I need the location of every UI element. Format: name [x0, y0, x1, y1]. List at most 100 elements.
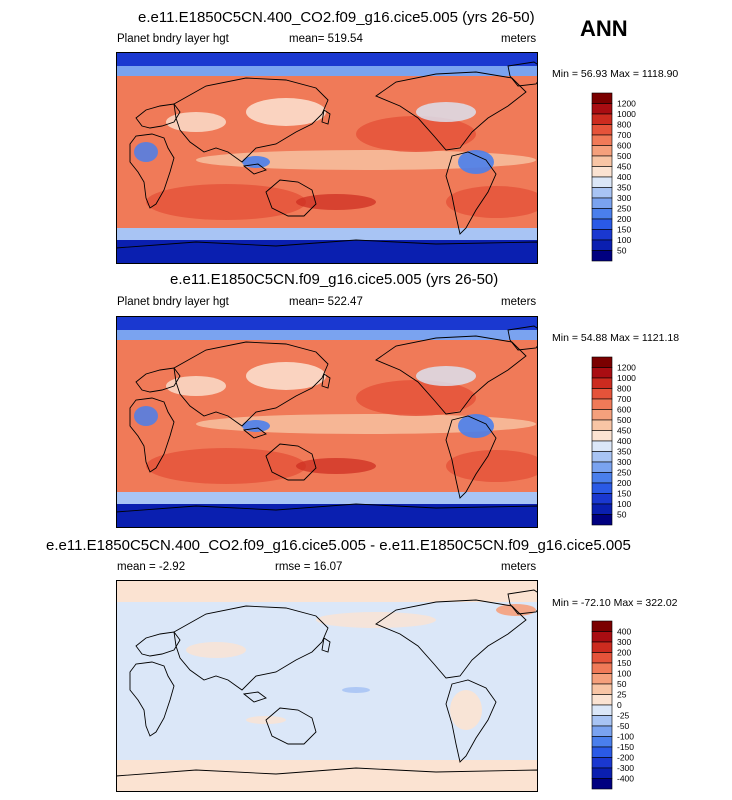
field-contour: [116, 316, 538, 330]
field-contour: [416, 102, 476, 122]
colorbar-tick-label: -150: [617, 742, 634, 752]
colorbar-swatch: [591, 176, 613, 188]
coastline: [445, 151, 497, 235]
field-contour: [116, 492, 538, 506]
coastline: [507, 589, 538, 615]
coastline: [135, 103, 181, 129]
colorbar-tick-label: 50: [617, 679, 627, 689]
coastline: [242, 163, 267, 175]
season-label: ANN: [580, 16, 628, 41]
colorbar-swatch: [591, 218, 613, 230]
colorbar-tick-label: 300: [617, 193, 631, 203]
coastline: [265, 179, 317, 217]
colorbar-tick-label: 100: [617, 669, 631, 679]
colorbar-swatch: [591, 673, 613, 685]
colorbar-tick-label: 200: [617, 214, 631, 224]
field-contour: [134, 406, 158, 426]
map-background: [116, 580, 538, 792]
panel2-units-label: meters: [501, 296, 537, 308]
coastline: [242, 427, 267, 439]
colorbar-tick-label: 50: [617, 246, 627, 256]
field-contour: [296, 194, 376, 210]
colorbar-tick-label: -25: [617, 711, 630, 721]
field-contour: [116, 240, 538, 264]
colorbar-swatch: [591, 440, 613, 452]
colorbar-tick-label: 400: [617, 627, 631, 637]
colorbar-tick-label: 700: [617, 394, 631, 404]
field-contour: [342, 687, 370, 693]
coastline: [116, 239, 538, 264]
colorbar-swatch: [591, 778, 613, 790]
field-contour: [116, 760, 538, 792]
field-contour: [196, 414, 536, 434]
field-contour: [356, 380, 476, 416]
colorbar-swatch: [591, 388, 613, 400]
field-contour: [166, 112, 226, 132]
field-contour: [166, 376, 226, 396]
colorbar-swatch: [591, 229, 613, 241]
colorbar-tick-label: 600: [617, 405, 631, 415]
colorbar-swatch: [591, 652, 613, 664]
coastline: [129, 133, 175, 209]
colorbar-tick-label: 250: [617, 468, 631, 478]
coastline: [135, 367, 181, 393]
colorbar-swatch: [591, 197, 613, 209]
colorbar-swatch: [591, 377, 613, 389]
colorbar-swatch: [591, 704, 613, 716]
colorbar-tick-label: -400: [617, 774, 634, 784]
field-contour: [296, 458, 376, 474]
coastline: [507, 325, 538, 351]
panel3-units-label: meters: [501, 561, 537, 573]
panel3-colorbar: 40030020015010050250-25-50-100-150-200-3…: [591, 620, 634, 790]
colorbar-tick-label: 200: [617, 648, 631, 658]
colorbar-tick-label: 1200: [617, 99, 636, 109]
colorbar-swatch: [591, 641, 613, 653]
colorbar-tick-label: 400: [617, 436, 631, 446]
colorbar-tick-label: 500: [617, 415, 631, 425]
colorbar-swatch: [591, 398, 613, 410]
coastline: [265, 443, 317, 481]
field-contour: [116, 580, 538, 602]
field-contour: [146, 448, 306, 484]
panel2-minmax: Min = 54.88 Max = 1121.18: [552, 332, 680, 344]
panel3-rmse-label: rmse = 16.07: [275, 561, 343, 573]
field-contour: [246, 362, 326, 390]
panel2-title: e.e11.E1850C5CN.f09_g16.cice5.005 (yrs 2…: [170, 271, 499, 288]
coastline: [173, 77, 329, 163]
panel3-minmax: Min = -72.10 Max = 322.02: [552, 597, 678, 609]
colorbar-tick-label: 800: [617, 384, 631, 394]
coastline: [375, 71, 527, 151]
colorbar-swatch: [591, 250, 613, 262]
coastline: [321, 373, 331, 389]
panel1-map: [116, 52, 538, 264]
panel3-map: [116, 580, 538, 792]
colorbar-swatch: [591, 482, 613, 494]
colorbar-swatch: [591, 145, 613, 157]
panel2-mean-label: mean= 522.47: [289, 296, 363, 308]
colorbar-tick-label: 100: [617, 235, 631, 245]
field-contour: [116, 504, 538, 528]
colorbar-swatch: [591, 124, 613, 136]
colorbar-swatch: [591, 155, 613, 167]
colorbar-tick-label: 0: [617, 700, 622, 710]
colorbar-swatch: [591, 746, 613, 758]
colorbar-swatch: [591, 631, 613, 643]
colorbar-swatch: [591, 461, 613, 473]
coastline: [445, 679, 497, 763]
colorbar-swatch: [591, 239, 613, 251]
field-contour: [134, 142, 158, 162]
colorbar-tick-label: 150: [617, 225, 631, 235]
colorbar-tick-label: 700: [617, 130, 631, 140]
colorbar-swatch: [591, 419, 613, 431]
colorbar-tick-label: 150: [617, 489, 631, 499]
colorbar-tick-label: 300: [617, 457, 631, 467]
colorbar-swatch: [591, 92, 613, 104]
coastline: [321, 109, 331, 125]
colorbar-swatch: [591, 430, 613, 442]
coastline: [173, 341, 329, 427]
field-contour: [416, 366, 476, 386]
colorbar-swatch: [591, 662, 613, 674]
map-frame: [116, 580, 538, 792]
field-contour: [116, 330, 538, 340]
panel1-variable-label: Planet bndry layer hgt: [117, 33, 229, 45]
